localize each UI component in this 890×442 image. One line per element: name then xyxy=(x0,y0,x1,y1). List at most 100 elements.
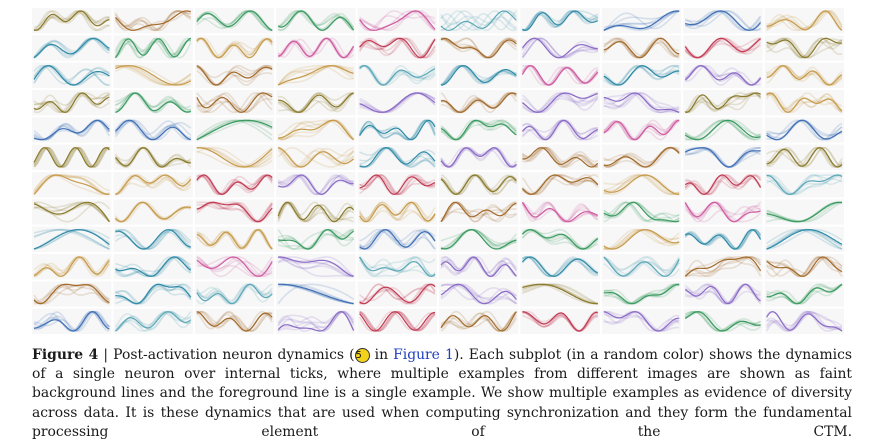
neuron-subplot xyxy=(520,281,600,307)
background-example-line xyxy=(766,146,843,168)
background-example-line xyxy=(33,310,110,332)
background-example-line xyxy=(277,228,354,250)
foreground-example-line xyxy=(766,201,843,223)
neuron-subplot xyxy=(113,117,193,143)
foreground-example-line xyxy=(766,256,843,277)
neuron-subplot xyxy=(764,62,844,88)
foreground-example-line xyxy=(603,311,680,332)
subplot-background xyxy=(194,35,275,61)
background-example-line xyxy=(277,201,354,223)
background-example-line xyxy=(33,256,111,278)
neuron-subplot xyxy=(276,308,356,334)
background-example-line xyxy=(33,310,110,332)
foreground-example-line xyxy=(766,174,843,195)
background-example-line xyxy=(196,174,273,196)
foreground-example-line xyxy=(33,174,110,195)
neuron-subplot xyxy=(357,117,437,143)
background-example-line xyxy=(522,201,598,223)
foreground-example-line xyxy=(766,92,843,113)
background-example-line xyxy=(766,228,843,250)
foreground-example-line xyxy=(278,174,354,195)
background-example-line xyxy=(359,201,436,223)
background-example-line xyxy=(684,201,762,223)
foreground-example-line xyxy=(603,283,680,305)
background-example-line xyxy=(684,283,761,305)
background-example-line xyxy=(440,201,517,223)
background-example-line xyxy=(33,174,110,196)
background-example-line xyxy=(765,256,843,278)
background-example-line xyxy=(277,147,355,168)
background-example-line xyxy=(278,283,354,305)
background-example-line xyxy=(766,92,843,114)
background-example-line xyxy=(603,92,680,113)
subplot-background xyxy=(113,226,193,252)
neuron-subplot xyxy=(764,8,844,34)
background-example-line xyxy=(34,92,110,114)
neuron-subplot xyxy=(357,90,437,116)
background-example-line xyxy=(685,10,762,32)
neuron-subplot xyxy=(764,308,844,334)
subplot-background xyxy=(357,199,437,225)
background-example-line xyxy=(603,283,680,305)
background-example-line xyxy=(522,92,599,114)
subplot-background xyxy=(764,90,844,116)
background-example-line xyxy=(603,201,680,223)
neuron-subplot xyxy=(520,172,600,198)
background-example-line xyxy=(522,10,598,32)
foreground-example-line xyxy=(684,229,762,250)
neuron-subplot xyxy=(601,8,682,34)
subplot-background xyxy=(276,281,356,307)
background-example-line xyxy=(359,146,436,168)
foreground-example-line xyxy=(196,201,273,223)
neuron-subplot xyxy=(276,281,356,307)
background-example-line xyxy=(33,10,110,32)
figure-1-link[interactable]: Figure 1 xyxy=(393,347,454,363)
background-example-line xyxy=(521,256,598,278)
foreground-example-line xyxy=(521,201,599,223)
neuron-subplot xyxy=(764,144,844,170)
neuron-subplot xyxy=(276,117,356,143)
background-example-line xyxy=(358,201,436,223)
subplot-background xyxy=(32,199,112,225)
background-example-line xyxy=(684,64,762,86)
background-example-line xyxy=(359,310,436,332)
neuron-subplot xyxy=(113,172,193,198)
background-example-line xyxy=(359,174,436,196)
subplot-grid xyxy=(32,8,844,334)
background-example-line xyxy=(115,228,192,250)
background-example-line xyxy=(33,174,110,195)
neuron-subplot xyxy=(276,226,356,252)
background-example-line xyxy=(114,146,191,168)
subplot-background xyxy=(113,281,193,307)
foreground-example-line xyxy=(441,65,517,86)
background-example-line xyxy=(358,256,436,278)
background-example-line xyxy=(440,10,517,32)
neuron-subplot xyxy=(520,35,600,61)
background-example-line xyxy=(603,201,680,223)
background-example-line xyxy=(196,92,273,114)
foreground-example-line xyxy=(684,65,762,86)
background-example-line xyxy=(33,228,110,250)
background-example-line xyxy=(440,92,518,114)
background-example-line xyxy=(521,37,598,59)
background-example-line xyxy=(196,37,273,59)
background-example-line xyxy=(603,256,680,278)
foreground-example-line xyxy=(277,65,354,86)
subplot-background xyxy=(32,254,112,280)
background-example-line xyxy=(33,283,110,305)
subplot-background xyxy=(439,226,519,252)
background-example-line xyxy=(114,10,191,32)
foreground-example-line xyxy=(684,37,761,59)
background-example-line xyxy=(115,146,192,168)
background-example-line xyxy=(277,256,354,278)
background-example-line xyxy=(440,283,517,305)
background-example-line xyxy=(359,228,436,250)
background-example-line xyxy=(34,256,111,278)
caption-part1: Post-activation neuron dynamics ( xyxy=(113,347,355,363)
background-example-line xyxy=(359,146,436,168)
subplot-background xyxy=(764,308,844,334)
background-example-line xyxy=(114,256,192,278)
foreground-example-line xyxy=(33,201,110,223)
background-example-line xyxy=(115,10,191,32)
neuron-subplot xyxy=(357,308,437,334)
